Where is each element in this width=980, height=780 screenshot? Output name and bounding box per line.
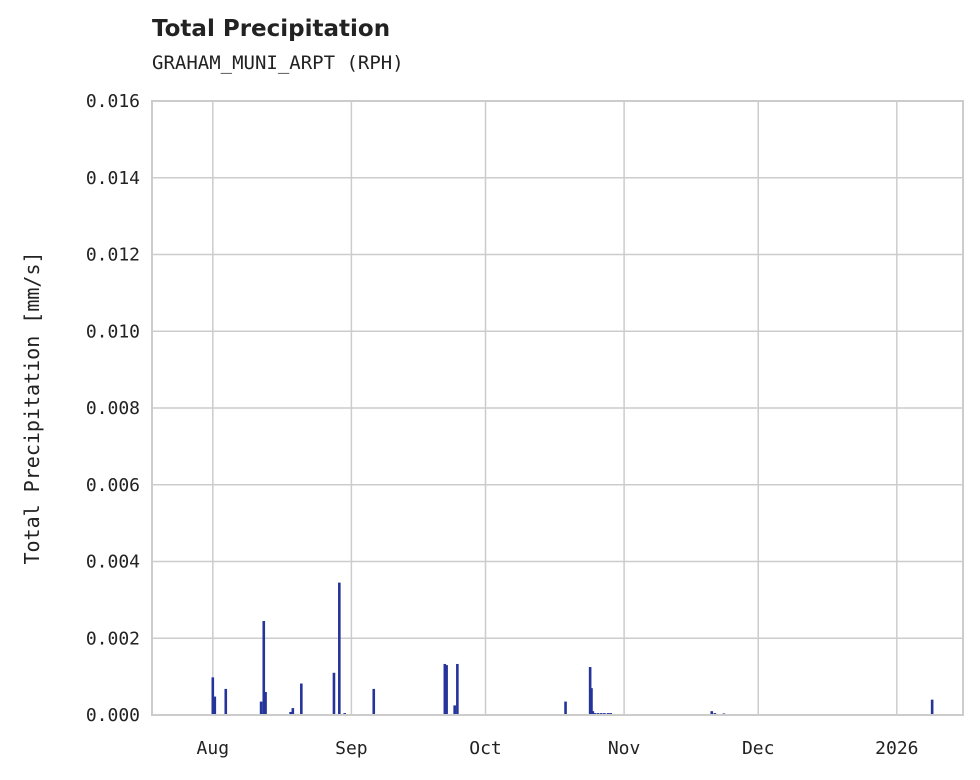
chart-subtitle: GRAHAM_MUNI_ARPT (RPH) bbox=[152, 52, 404, 74]
precipitation-bar bbox=[564, 701, 567, 715]
y-tick-label: 0.016 bbox=[86, 91, 140, 112]
precipitation-bar bbox=[710, 711, 714, 715]
y-tick-label: 0.014 bbox=[86, 168, 140, 189]
y-tick-label: 0.004 bbox=[86, 552, 140, 573]
precipitation-bar bbox=[224, 688, 228, 715]
chart-title: Total Precipitation bbox=[152, 16, 391, 42]
precipitation-bar bbox=[213, 696, 217, 715]
precipitation-bar bbox=[338, 582, 341, 715]
precipitation-bar bbox=[332, 672, 336, 715]
precipitation-bar bbox=[445, 665, 448, 715]
y-tick-label: 0.012 bbox=[86, 245, 140, 266]
y-tick-label: 0.000 bbox=[86, 705, 140, 726]
precipitation-bar bbox=[372, 688, 376, 715]
y-axis-label: Total Precipitation [mm/s] bbox=[20, 251, 44, 564]
precipitation-bar bbox=[588, 667, 592, 715]
x-tick-label: Nov bbox=[608, 738, 641, 759]
y-tick-label: 0.006 bbox=[86, 475, 140, 496]
x-tick-label: Oct bbox=[469, 738, 502, 759]
precipitation-bar bbox=[264, 691, 267, 715]
precipitation-bar bbox=[590, 688, 593, 715]
precipitation-bar bbox=[300, 683, 303, 715]
x-tick-label: Sep bbox=[335, 738, 368, 759]
precipitation-bar bbox=[262, 620, 266, 715]
y-tick-label: 0.010 bbox=[86, 321, 140, 342]
precipitation-bar bbox=[456, 663, 459, 715]
y-tick-label: 0.008 bbox=[86, 398, 140, 419]
precipitation-bar bbox=[259, 701, 263, 715]
precipitation-bar bbox=[291, 708, 295, 715]
y-tick-label: 0.002 bbox=[86, 628, 140, 649]
precipitation-bar bbox=[443, 663, 447, 715]
x-tick-label: Dec bbox=[742, 738, 775, 759]
precipitation-bar bbox=[211, 677, 215, 715]
x-tick-label: Aug bbox=[197, 738, 230, 759]
precipitation-bar bbox=[289, 711, 292, 715]
precipitation-bar bbox=[591, 711, 595, 715]
precipitation-bar bbox=[453, 705, 456, 715]
precipitation-bar bbox=[930, 699, 934, 715]
x-tick-label: 2026 bbox=[875, 738, 918, 759]
plot-frame bbox=[151, 100, 964, 716]
